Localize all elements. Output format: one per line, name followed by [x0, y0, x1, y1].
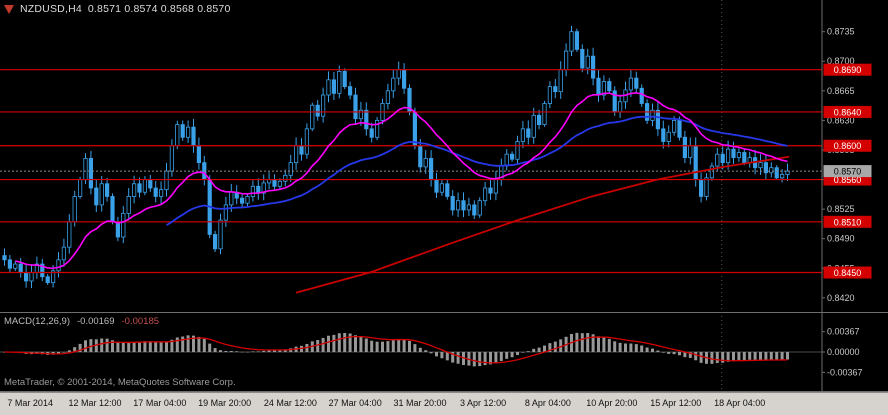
time-label: 27 Mar 04:00: [328, 398, 382, 408]
macd-signal-line: [4, 335, 788, 364]
time-label: 24 Mar 12:00: [263, 398, 317, 408]
time-label: 15 Apr 12:00: [650, 398, 702, 408]
support-resistance-lines: [0, 69, 822, 274]
chart-title: NZDUSD,H4 0.8571 0.8574 0.8568 0.8570: [4, 3, 231, 15]
svg-text:0.8525: 0.8525: [827, 204, 855, 214]
time-label: 19 Mar 20:00: [198, 398, 252, 408]
macd-axis-labels: 0.00367 0.00000 -0.00367: [822, 327, 863, 377]
svg-text:0.8690: 0.8690: [834, 65, 862, 75]
svg-text:0.00367: 0.00367: [827, 327, 860, 337]
time-axis[interactable]: 7 Mar 2014 12 Mar 12:00 17 Mar 04:00 19 Mar…: [0, 392, 888, 415]
time-label: 7 Mar 2014: [7, 398, 53, 408]
ma-fast-line: [15, 92, 788, 270]
time-label: 10 Apr 20:00: [586, 398, 638, 408]
pane-separators: [0, 312, 888, 392]
svg-text:-0.00367: -0.00367: [827, 367, 863, 377]
mt4-logo-icon: [4, 4, 14, 14]
time-label: 18 Apr 04:00: [714, 398, 766, 408]
time-label: 3 Apr 12:00: [460, 398, 507, 408]
svg-text:0.00000: 0.00000: [827, 347, 860, 357]
level-price-labels: 0.8690 0.8640 0.8600 0.8560 0.8510 0.8450: [823, 63, 872, 279]
svg-text:0.8420: 0.8420: [827, 293, 855, 303]
svg-text:0.8570: 0.8570: [834, 167, 862, 177]
macd-indicator-label: MACD(12,26,9) -0.00169 -0.00185: [4, 316, 159, 327]
svg-text:0.8665: 0.8665: [827, 86, 855, 96]
bid-price-label: 0.8570: [823, 165, 872, 178]
time-label: 17 Mar 04:00: [133, 398, 187, 408]
svg-text:0.8490: 0.8490: [827, 234, 855, 244]
macd-histogram: [3, 332, 789, 367]
macd-name: MACD(12,26,9): [4, 316, 70, 327]
ma-slow-line: [295, 155, 790, 294]
ma-mid-line: [166, 115, 788, 226]
chart-canvas[interactable]: 0.87350.87000.86650.86300.85950.85600.85…: [0, 0, 888, 392]
svg-text:0.8450: 0.8450: [834, 268, 862, 278]
svg-text:0.8560: 0.8560: [834, 175, 862, 185]
symbol-timeframe-label: NZDUSD,H4: [20, 3, 82, 15]
svg-text:0.8700: 0.8700: [827, 56, 855, 66]
candles: [2, 25, 790, 289]
time-label: 12 Mar 12:00: [68, 398, 122, 408]
svg-text:0.8510: 0.8510: [834, 217, 862, 227]
svg-text:0.8600: 0.8600: [834, 141, 862, 151]
svg-text:0.8640: 0.8640: [834, 107, 862, 117]
ohlc-quote-label: 0.8571 0.8574 0.8568 0.8570: [87, 3, 231, 15]
svg-text:0.8630: 0.8630: [827, 115, 855, 125]
time-label: 31 Mar 20:00: [393, 398, 447, 408]
time-label: 8 Apr 04:00: [524, 398, 571, 408]
svg-text:0.8735: 0.8735: [827, 27, 855, 37]
copyright-watermark: MetaTrader, © 2001-2014, MetaQuotes Soft…: [4, 377, 236, 388]
macd-signal-value: -0.00185: [121, 316, 160, 327]
macd-main-value: -0.00169: [77, 316, 115, 327]
